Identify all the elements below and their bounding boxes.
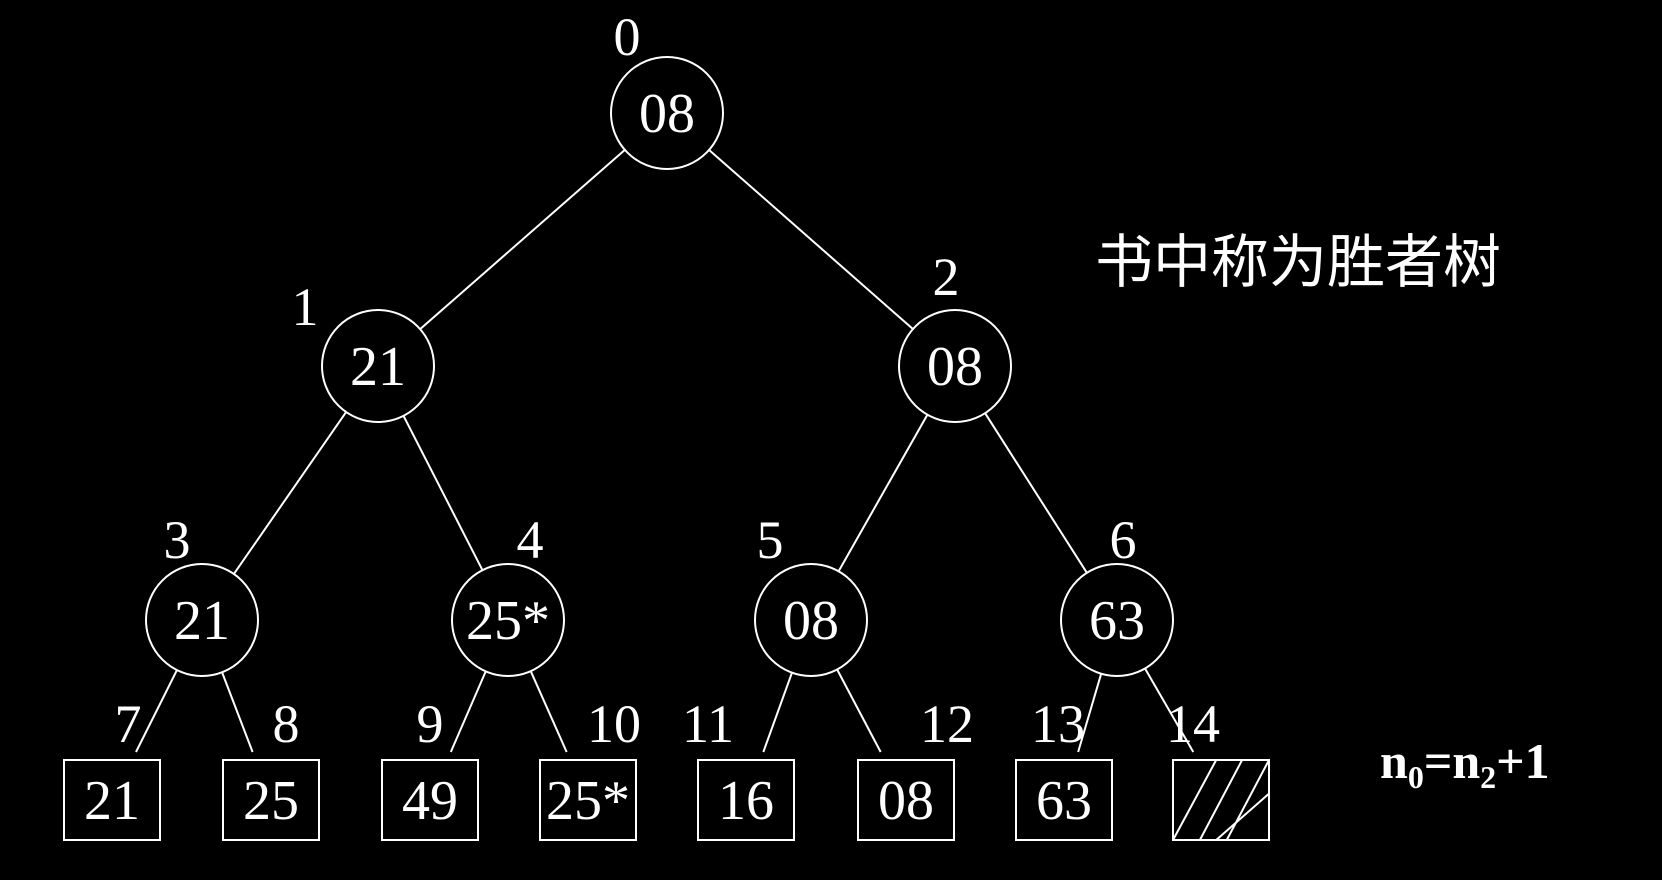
tree-node-9: 499: [381, 694, 479, 841]
node-index-label: 11: [682, 694, 734, 754]
node-value: 63: [1089, 590, 1145, 652]
node-value: 25*: [466, 590, 550, 652]
internal-node-circle: [1060, 563, 1174, 677]
tree-node-6: 636: [1060, 510, 1174, 677]
node-value: 25*: [546, 770, 630, 832]
node-value: 21: [350, 336, 406, 398]
tree-caption: 书中称为胜者树: [1095, 228, 1501, 296]
edge-4-10: [529, 670, 568, 753]
edge-0-1: [419, 149, 626, 330]
tree-node-2: 082: [898, 247, 1012, 423]
node-index-label: 12: [920, 694, 974, 754]
node-index-label: 8: [273, 694, 300, 754]
tree-edges: [135, 149, 1195, 753]
edge-2-6: [984, 412, 1088, 574]
empty-leaf-hatch: [1172, 759, 1270, 841]
node-value: 08: [639, 83, 695, 145]
internal-node-circle: [898, 309, 1012, 423]
node-index-label: 5: [757, 510, 784, 570]
node-value: 21: [174, 590, 230, 652]
node-index-label: 13: [1031, 694, 1085, 754]
edge-2-5: [837, 414, 929, 572]
internal-node-circle: [321, 309, 435, 423]
tree-nodes: 08021108221325*408563621725849925*101611…: [63, 7, 1270, 841]
tree-node-4: 25*4: [451, 510, 565, 677]
tree-node-14: 14: [1166, 694, 1270, 841]
node-value: 08: [927, 336, 983, 398]
edge-4-9: [449, 670, 487, 753]
edge-3-8: [221, 671, 254, 753]
tree-node-5: 085: [754, 510, 868, 677]
node-value: 49: [402, 770, 458, 832]
leaf-count-formula: n0=n2+1: [1380, 733, 1550, 795]
edge-6-14: [1144, 667, 1195, 753]
edge-0-2: [708, 149, 914, 330]
tree-node-7: 217: [63, 694, 161, 841]
tree-node-8: 258: [222, 694, 320, 841]
node-value: 21: [84, 770, 140, 832]
node-index-label: 2: [933, 247, 960, 307]
node-index-label: 10: [587, 694, 641, 754]
node-index-label: 9: [417, 694, 444, 754]
internal-node-circle: [145, 563, 259, 677]
tree-node-3: 213: [145, 510, 259, 677]
edge-3-7: [135, 669, 178, 753]
leaf-node-box: [697, 759, 795, 841]
node-value: 08: [783, 590, 839, 652]
node-value: 63: [1036, 770, 1092, 832]
tree-node-1: 21 1: [292, 277, 435, 423]
leaf-node-box: [63, 759, 161, 841]
tree-node-0: 080: [610, 7, 724, 170]
edge-1-4: [402, 415, 484, 571]
edge-5-12: [836, 669, 882, 753]
edge-1-3: [233, 411, 347, 575]
node-index-label: 3: [164, 510, 191, 570]
leaf-node-box: [857, 759, 955, 841]
edge-5-11: [762, 672, 793, 753]
leaf-node-box: [539, 759, 637, 841]
tree-node-10: 25*10: [539, 694, 641, 841]
node-index-label: 6: [1110, 510, 1137, 570]
node-value: 25: [243, 770, 299, 832]
node-value: 16: [718, 770, 774, 832]
internal-node-circle: [754, 563, 868, 677]
node-index-label: 4: [517, 510, 544, 570]
internal-node-circle: [451, 563, 565, 677]
node-index-label: 0: [614, 7, 641, 67]
leaf-node-box: [222, 759, 320, 841]
leaf-node-box: [381, 759, 479, 841]
node-index-label: 7: [115, 694, 142, 754]
edge-6-13: [1077, 673, 1103, 753]
leaf-node-box: [1015, 759, 1113, 841]
node-index-label: 1: [292, 277, 319, 337]
leaf-node-box: [1172, 759, 1270, 841]
internal-node-circle: [610, 56, 724, 170]
node-index-label: 14: [1166, 694, 1220, 754]
node-value: 08: [878, 770, 934, 832]
